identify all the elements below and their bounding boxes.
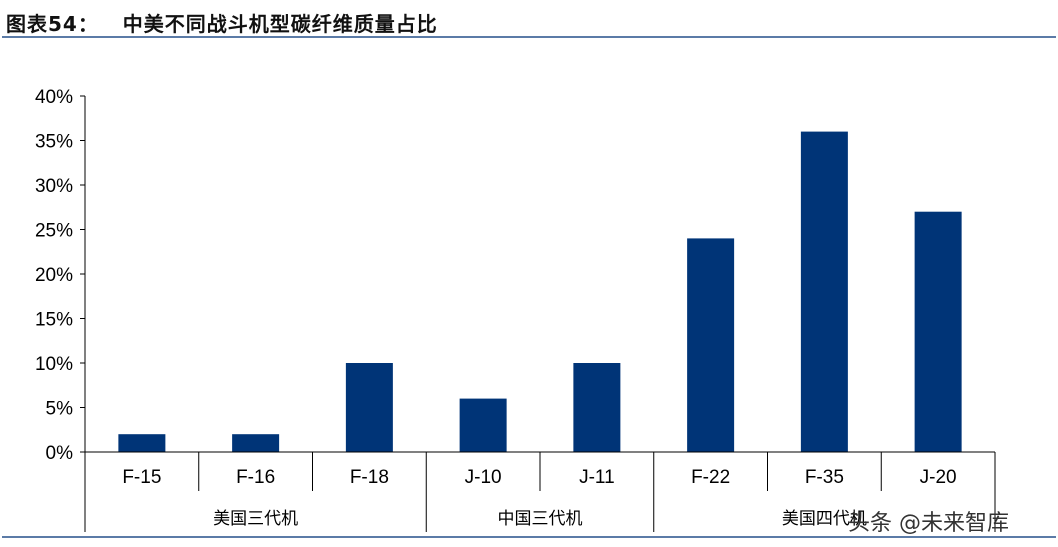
- bar-F-35: [800, 131, 848, 452]
- bar-F-15: [118, 434, 166, 452]
- footer-rule: [2, 536, 1056, 538]
- bar-J-11: [573, 363, 621, 452]
- x-tick-label: J-20: [920, 467, 957, 488]
- y-tick-label: 0%: [46, 443, 74, 464]
- y-tick-label: 10%: [35, 354, 73, 375]
- bar-F-16: [232, 434, 280, 452]
- y-tick-label: 35%: [35, 132, 73, 153]
- bar-J-10: [459, 398, 507, 452]
- bar-F-22: [687, 238, 735, 452]
- group-label: 美国四代机: [782, 509, 867, 529]
- group-label: 中国三代机: [498, 509, 583, 529]
- figure-title: 中美不同战斗机型碳纤维质量占比: [122, 12, 438, 36]
- group-label: 美国三代机: [213, 509, 298, 529]
- x-tick-label: F-18: [350, 467, 389, 488]
- bar-F-18: [345, 363, 393, 452]
- x-tick-label: F-22: [691, 467, 730, 488]
- x-tick-label: J-11: [579, 467, 615, 488]
- y-tick-label: 5%: [46, 399, 74, 420]
- y-tick-label: 40%: [35, 87, 73, 108]
- title-rule: [2, 36, 1056, 38]
- x-tick-label: J-10: [465, 467, 502, 488]
- x-tick-label: F-35: [805, 467, 844, 488]
- x-tick-label: F-15: [122, 467, 161, 488]
- y-tick-label: 25%: [35, 221, 73, 242]
- x-tick-label: F-16: [236, 467, 275, 488]
- y-tick-label: 30%: [35, 176, 73, 197]
- figure-label: 图表54：: [6, 12, 99, 36]
- watermark: 头条 @未来智库: [848, 511, 1009, 536]
- y-tick-label: 20%: [35, 265, 73, 286]
- chart-title: 图表54： 中美不同战斗机型碳纤维质量占比: [6, 8, 438, 37]
- bar-J-20: [914, 211, 962, 452]
- y-tick-label: 15%: [35, 310, 73, 331]
